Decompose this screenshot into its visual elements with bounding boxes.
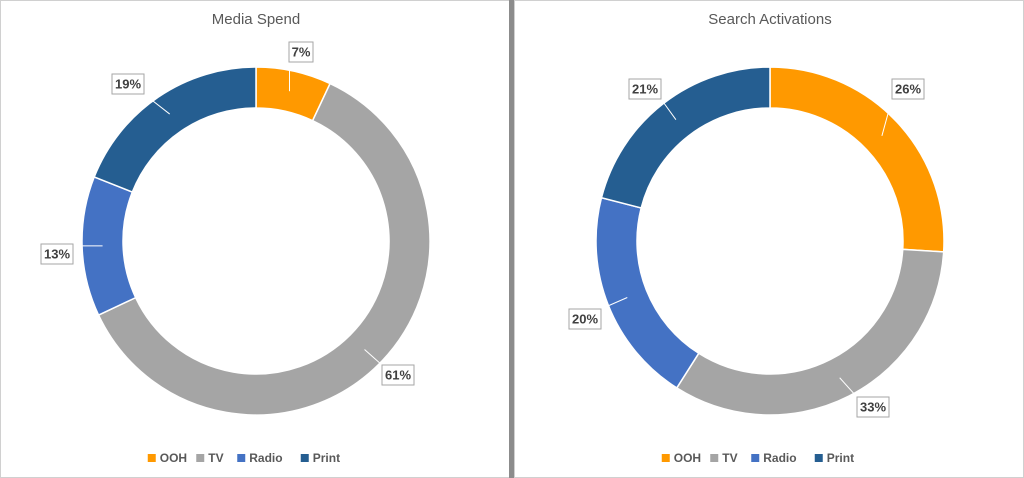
media-spend-legend-swatch-radio <box>237 454 246 462</box>
search-activations-chart-title: Search Activations <box>708 11 831 28</box>
media-spend-data-label-box-print <box>111 73 145 95</box>
media-spend-chart-panel: Media Spend 7% 61% 13% 19% OOH TV Radio Print <box>0 0 510 478</box>
media-spend-leader-line-print <box>143 93 171 115</box>
media-spend-chart-title: Media Spend <box>212 11 300 28</box>
media-spend-leader-line-tv <box>364 349 383 366</box>
media-spend-data-label-radio: 13% <box>44 247 70 262</box>
search-activations-legend-swatch-radio <box>751 454 760 462</box>
search-activations-data-label-box-tv <box>856 396 890 418</box>
media-spend-data-label-box-radio <box>40 243 74 265</box>
search-activations-legend-label-print: Print <box>827 451 854 465</box>
media-spend-legend-label-print: Print <box>313 451 340 465</box>
search-activations-chart-panel: Search Activations 26% 33% 20% 21% OOH TV Radio… <box>514 0 1024 478</box>
media-spend-legend-label-radio: Radio <box>249 451 282 465</box>
media-spend-data-label-ooh: 7% <box>292 45 311 60</box>
search-activations-legend-swatch-ooh <box>661 454 670 462</box>
media-spend-legend-swatch-tv <box>196 454 205 462</box>
media-spend-legend-label-tv: TV <box>208 451 223 465</box>
search-activations-legend-label-radio: Radio <box>763 451 796 465</box>
search-activations-data-label-tv: 33% <box>860 400 886 415</box>
media-spend-data-label-tv: 61% <box>385 368 411 383</box>
media-spend-data-label-print: 19% <box>115 77 141 92</box>
search-activations-segment-radio <box>595 196 700 389</box>
search-activations-segment-tv <box>675 248 945 416</box>
search-activations-leader-line-tv <box>839 377 858 398</box>
search-activations-legend-label-tv: TV <box>722 451 737 465</box>
media-spend-data-label-box-tv <box>381 364 415 386</box>
media-spend-legend-label-ooh: OOH <box>160 451 187 465</box>
search-activations-data-label-box-print <box>628 78 662 100</box>
media-spend-legend-swatch-ooh <box>147 454 156 462</box>
search-activations-leader-line-radio <box>600 297 628 310</box>
media-spend-data-label-box-ooh <box>288 41 314 63</box>
media-spend-chart: Media Spend 7% 61% 13% 19% OOH TV Radio Print <box>40 11 431 465</box>
search-activations-data-label-radio: 20% <box>572 312 598 327</box>
search-activations-segment-print <box>600 66 771 209</box>
search-activations-leader-line-print <box>660 98 677 121</box>
search-activations-leader-line-ooh <box>881 98 893 137</box>
search-activations-data-label-box-ooh <box>891 78 925 100</box>
search-activations-chart: Search Activations 26% 33% 20% 21% OOH TV Radio… <box>568 11 945 465</box>
search-activations-data-label-print: 21% <box>632 82 658 97</box>
search-activations-legend-swatch-print <box>814 454 823 462</box>
search-activations-data-label-ooh: 26% <box>895 82 921 97</box>
media-spend-legend-swatch-print <box>300 454 309 462</box>
panel-divider <box>509 0 514 478</box>
search-activations-legend-label-ooh: OOH <box>674 451 701 465</box>
search-activations-legend-swatch-tv <box>710 454 719 462</box>
search-activations-data-label-box-radio <box>568 308 602 330</box>
media-spend-segment-print <box>93 66 257 194</box>
media-spend-segment-tv <box>97 82 431 416</box>
